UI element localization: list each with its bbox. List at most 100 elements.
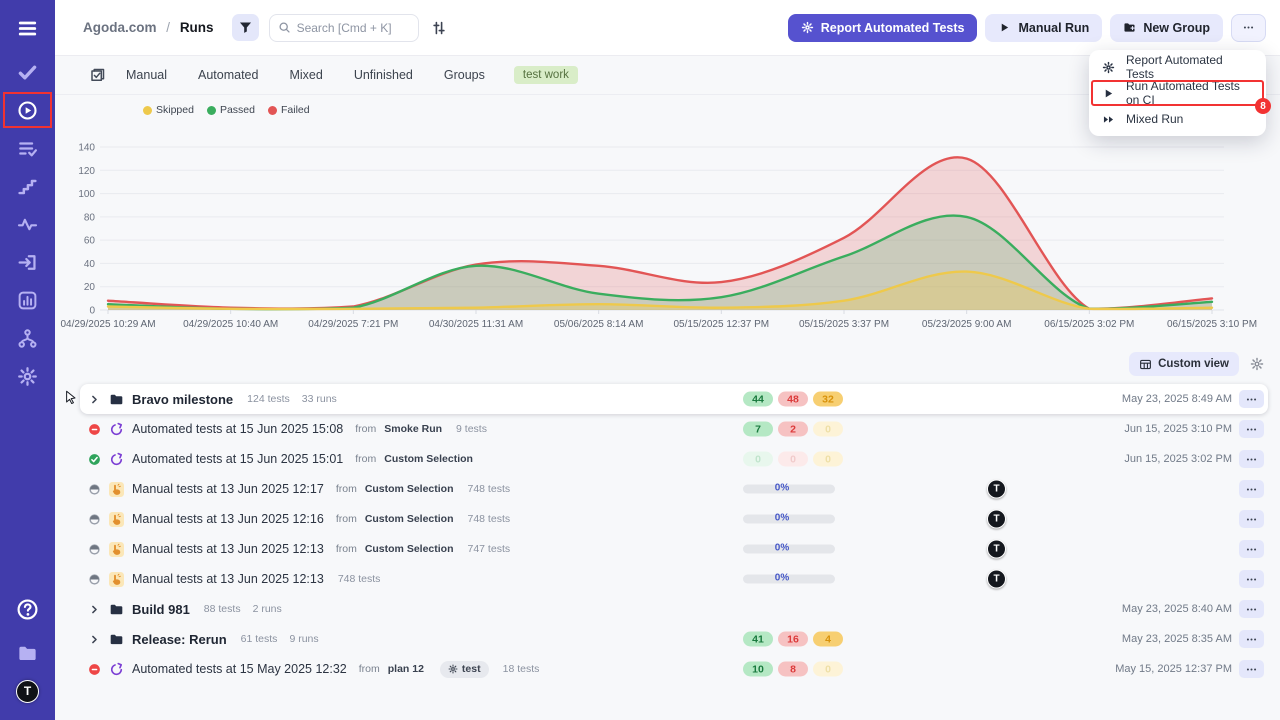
run-row[interactable]: Manual tests at 13 Jun 2025 12:17fromCus…: [80, 474, 1268, 504]
from-label: from: [359, 663, 380, 675]
menu-item-mixed-run[interactable]: Mixed Run: [1089, 106, 1266, 132]
ellipsis-icon: [1245, 543, 1258, 556]
sidebar-item-settings[interactable]: [0, 357, 55, 395]
group-row[interactable]: Release: Rerun61 tests9 runs41164May 23,…: [80, 624, 1268, 654]
tag-badge[interactable]: test: [440, 661, 489, 678]
sidebar-item-runs[interactable]: [0, 91, 55, 129]
tab-mixed[interactable]: Mixed: [289, 68, 322, 82]
sidebar-item-tests[interactable]: [0, 53, 55, 91]
filter-button[interactable]: [232, 14, 259, 41]
from-label: from: [336, 543, 357, 555]
menu-item-label: Report Automated Tests: [1126, 53, 1253, 81]
menu-item-run-automated-tests-on-ci[interactable]: Run Automated Tests on CI8: [1089, 80, 1266, 106]
check-icon: [17, 62, 38, 83]
fast-forward-icon: [1102, 113, 1115, 126]
sidebar-item-plans[interactable]: [0, 129, 55, 167]
run-row[interactable]: Manual tests at 13 Jun 2025 12:13748 tes…: [80, 564, 1268, 594]
row-content: Automated tests at 15 Jun 2025 15:01from…: [88, 452, 473, 467]
run-row[interactable]: Automated tests at 15 May 2025 12:32from…: [80, 654, 1268, 684]
actions-dropdown-menu: Report Automated TestsRun Automated Test…: [1089, 50, 1266, 136]
group-row[interactable]: Bravo milestone124 tests33 runs444832May…: [80, 384, 1268, 414]
run-date: Jun 15, 2025 3:02 PM: [1124, 453, 1232, 465]
tag-label: test: [462, 663, 481, 675]
report-automated-tests-button[interactable]: Report Automated Tests: [788, 14, 978, 42]
sidebar: T: [0, 0, 55, 720]
manual-run-button[interactable]: Manual Run: [985, 14, 1102, 42]
row-more-button[interactable]: [1239, 630, 1264, 648]
more-actions-button[interactable]: [1231, 14, 1266, 42]
expand-chevron-icon[interactable]: [88, 393, 101, 406]
row-content: Manual tests at 13 Jun 2025 12:13fromCus…: [88, 542, 510, 557]
select-runs-icon[interactable]: [89, 67, 105, 83]
sidebar-item-branches[interactable]: [0, 319, 55, 357]
ellipsis-icon: [1245, 573, 1258, 586]
tab-automated[interactable]: Automated: [198, 68, 258, 82]
menu-item-report-automated-tests[interactable]: Report Automated Tests: [1089, 54, 1266, 80]
runs-area-chart: 02040608010012014004/29/2025 10:29 AM04/…: [55, 122, 1280, 338]
skipped-count-badge: 0: [813, 662, 843, 677]
breadcrumb-project[interactable]: Agoda.com: [83, 20, 157, 35]
sidebar-item-milestones[interactable]: [0, 167, 55, 205]
expand-chevron-icon[interactable]: [88, 603, 101, 616]
sidebar-item-help[interactable]: [0, 590, 55, 628]
row-more-button[interactable]: [1239, 660, 1264, 678]
tag-filter[interactable]: test work: [514, 66, 578, 84]
sidebar-item-logo[interactable]: T: [0, 672, 55, 710]
dots-icon: [1242, 21, 1255, 34]
search-input[interactable]: [297, 21, 410, 35]
run-row[interactable]: Automated tests at 15 Jun 2025 15:01from…: [80, 444, 1268, 474]
row-more-button[interactable]: [1239, 450, 1264, 468]
svg-text:05/06/2025 8:14 AM: 05/06/2025 8:14 AM: [554, 319, 644, 330]
tab-groups[interactable]: Groups: [444, 68, 485, 82]
row-more-button[interactable]: [1239, 570, 1264, 588]
folder-icon: [109, 602, 124, 617]
sidebar-item-menu[interactable]: [0, 9, 55, 47]
run-date: May 23, 2025 8:40 AM: [1122, 603, 1232, 615]
folder-icon: [109, 632, 124, 647]
expand-chevron-icon[interactable]: [88, 633, 101, 646]
automated-run-icon: [109, 662, 124, 677]
custom-view-button[interactable]: Custom view: [1129, 352, 1239, 376]
sidebar-item-imports[interactable]: [0, 243, 55, 281]
manual-run-icon: [109, 512, 124, 527]
runs-table: Bravo milestone124 tests33 runs444832May…: [80, 384, 1268, 684]
ellipsis-icon: [1245, 663, 1258, 676]
run-source: Smoke Run: [384, 423, 442, 435]
manual-run-icon: [109, 572, 124, 587]
breadcrumb-page[interactable]: Runs: [180, 20, 214, 35]
runs-chart: 02040608010012014004/29/2025 10:29 AM04/…: [55, 122, 1280, 338]
svg-text:04/29/2025 7:21 PM: 04/29/2025 7:21 PM: [308, 319, 398, 330]
view-settings-icon[interactable]: [1250, 357, 1264, 371]
run-row[interactable]: Manual tests at 13 Jun 2025 12:16fromCus…: [80, 504, 1268, 534]
row-more-button[interactable]: [1239, 390, 1264, 408]
branch-icon: [17, 328, 38, 349]
mouse-cursor: [64, 390, 78, 404]
group-row[interactable]: Build 98188 tests2 runsMay 23, 2025 8:40…: [80, 594, 1268, 624]
run-row[interactable]: Automated tests at 15 Jun 2025 15:08from…: [80, 414, 1268, 444]
sidebar-item-pulse[interactable]: [0, 205, 55, 243]
menu-item-label: Mixed Run: [1126, 112, 1183, 126]
result-badges: 720: [743, 422, 843, 437]
sidebar-item-projects[interactable]: [0, 634, 55, 672]
row-more-button[interactable]: [1239, 420, 1264, 438]
status-passed-icon: [88, 453, 101, 466]
row-more-button[interactable]: [1239, 540, 1264, 558]
sidebar-item-analytics[interactable]: [0, 281, 55, 319]
row-more-button[interactable]: [1239, 600, 1264, 618]
assignee-avatar: T: [987, 570, 1006, 589]
row-more-button[interactable]: [1239, 480, 1264, 498]
run-row[interactable]: Manual tests at 13 Jun 2025 12:13fromCus…: [80, 534, 1268, 564]
new-group-button[interactable]: New Group: [1110, 14, 1223, 42]
svg-text:04/29/2025 10:29 AM: 04/29/2025 10:29 AM: [60, 319, 155, 330]
run-date: May 23, 2025 8:35 AM: [1122, 633, 1232, 645]
filter-settings-icon[interactable]: [431, 20, 447, 36]
ellipsis-icon: [1245, 423, 1258, 436]
sidebar-nav: [0, 0, 55, 395]
tab-unfinished[interactable]: Unfinished: [354, 68, 413, 82]
search-box[interactable]: [269, 14, 419, 42]
row-meta: 61 tests: [241, 633, 278, 645]
ellipsis-icon: [1245, 633, 1258, 646]
row-more-button[interactable]: [1239, 510, 1264, 528]
tab-manual[interactable]: Manual: [126, 68, 167, 82]
run-source: Custom Selection: [384, 453, 473, 465]
